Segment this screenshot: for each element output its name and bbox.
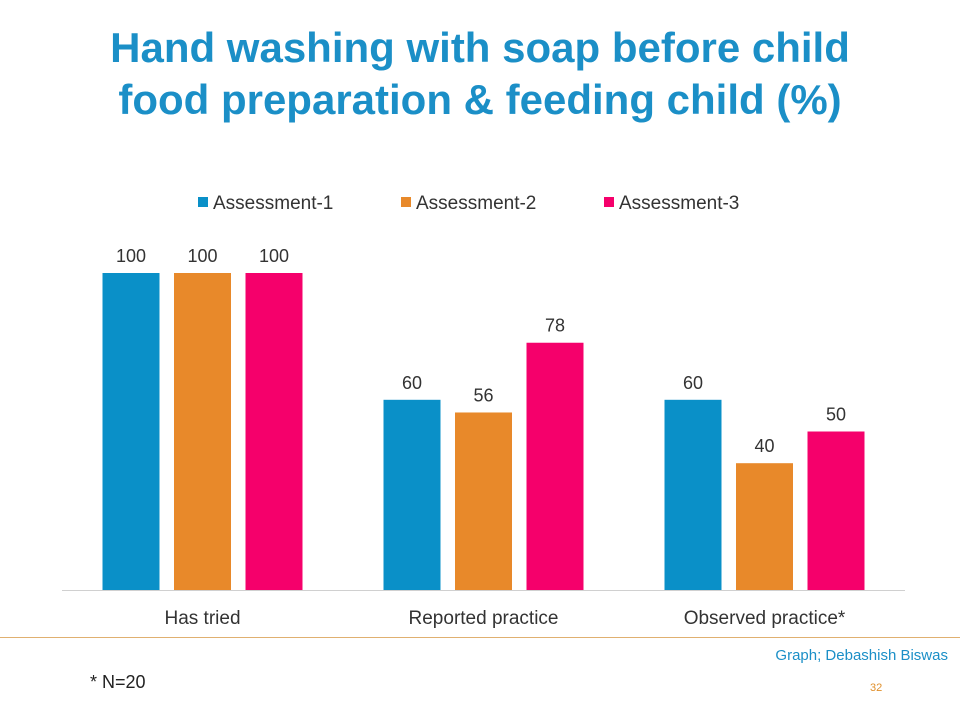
footnote: * N=20	[90, 672, 146, 692]
bar-3-2	[736, 463, 793, 590]
chart-title-line-2: food preparation & feeding child (%)	[118, 76, 842, 123]
graph-credit: Graph; Debashish Biswas	[775, 647, 948, 664]
data-label-3-1: 60	[683, 373, 703, 393]
bar-3-3	[807, 431, 865, 590]
bar-2-1	[383, 399, 441, 590]
bar-3-1	[664, 399, 722, 590]
legend-label-2: Assessment-2	[416, 193, 536, 214]
bar-2-2	[455, 412, 512, 590]
page-number: 32	[870, 682, 883, 694]
data-label-3-3: 50	[826, 405, 846, 425]
data-label-1-3: 100	[259, 246, 289, 266]
bar-1-2	[174, 273, 231, 590]
data-label-1-1: 100	[116, 246, 146, 266]
data-label-2-3: 78	[545, 316, 565, 336]
chart-title: Hand washing with soap before child food…	[0, 22, 960, 126]
legend-swatch-2	[401, 197, 411, 207]
legend-label-3: Assessment-3	[619, 193, 739, 214]
footer-divider	[0, 637, 960, 638]
category-label-2: Reported practice	[409, 608, 559, 629]
legend-swatch-3	[604, 197, 614, 207]
chart-title-line-1: Hand washing with soap before child	[110, 24, 850, 71]
data-label-2-1: 60	[402, 373, 422, 393]
bar-2-3	[526, 342, 584, 590]
category-label-3: Observed practice*	[684, 608, 846, 629]
data-label-2-2: 56	[473, 385, 493, 405]
legend-swatch-1	[198, 197, 208, 207]
bar-1-1	[102, 273, 160, 590]
data-label-1-2: 100	[187, 246, 217, 266]
legend-label-1: Assessment-1	[213, 193, 333, 214]
bar-1-3	[245, 273, 303, 590]
category-label-1: Has tried	[164, 608, 240, 629]
data-label-3-2: 40	[754, 436, 774, 456]
